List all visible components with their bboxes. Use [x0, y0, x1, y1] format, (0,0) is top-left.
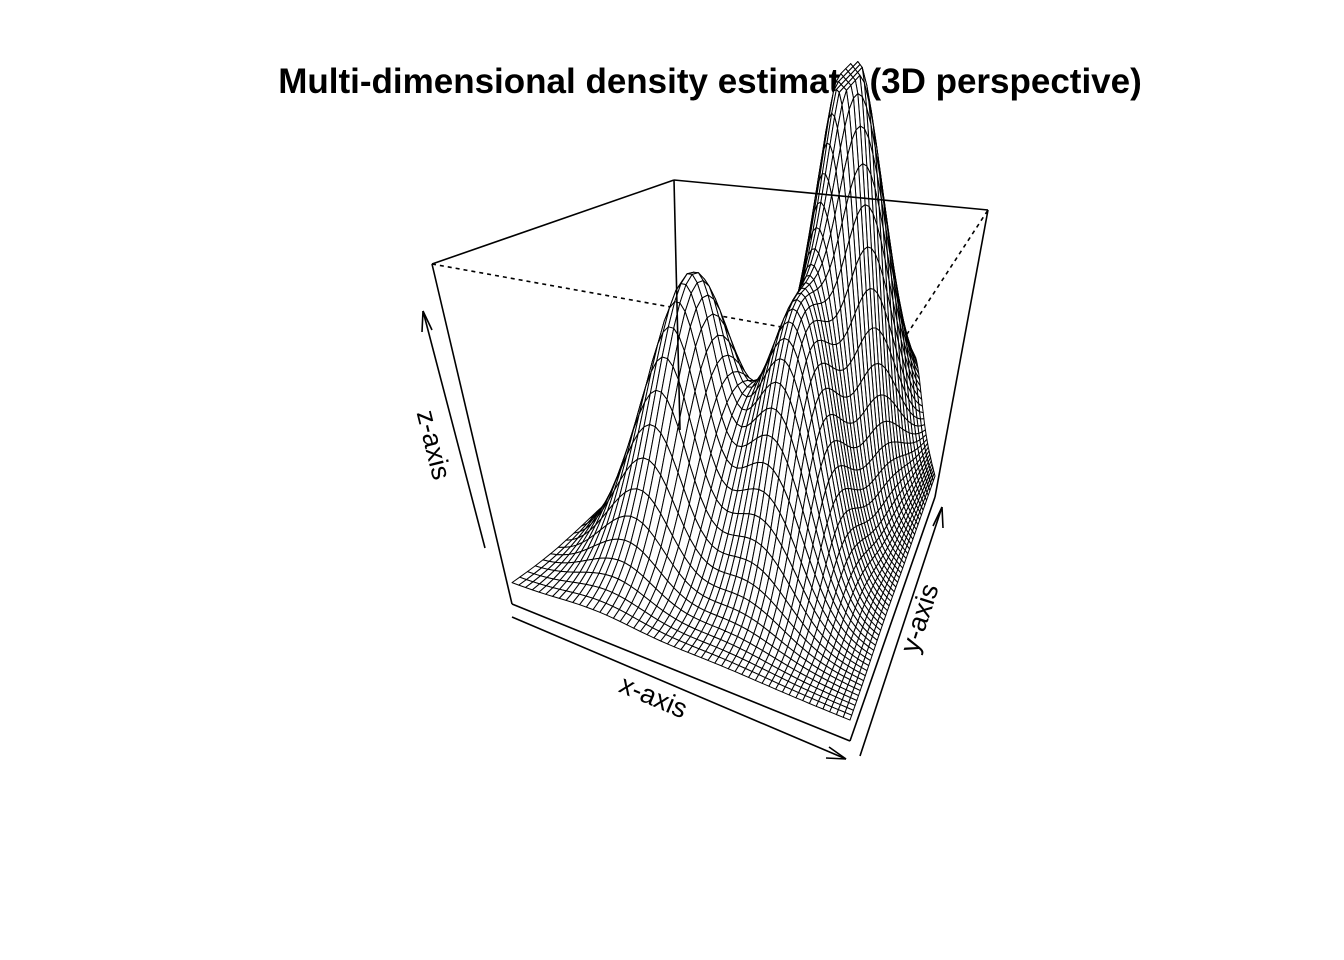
y-axis-arrow — [859, 506, 943, 757]
x-axis-arrowhead — [825, 746, 847, 760]
box-edge-bottom-right — [849, 496, 936, 742]
box-front-edges — [431, 179, 989, 742]
x-axis-arrow — [511, 616, 847, 760]
z-axis-arrow — [422, 310, 486, 549]
box-edge-top-left — [431, 179, 675, 265]
axis-arrows — [421, 310, 944, 760]
box-edge-top-right — [673, 179, 989, 211]
chart-title: Multi-dimensional density estimate (3D p… — [278, 62, 1142, 101]
surface-facet — [842, 711, 853, 721]
box-edge-back-dashed-diag — [897, 209, 989, 349]
surface-mesh — [511, 61, 936, 721]
box-edge-bottom-front — [511, 603, 851, 742]
y-axis-arrowhead — [932, 506, 944, 529]
box-edge-vertical-back — [673, 179, 681, 431]
z-axis-label: z-axis — [411, 407, 457, 483]
box-edge-right-vertical — [934, 209, 989, 498]
box-edge-left-vertical — [431, 263, 513, 605]
z-axis-arrowhead — [421, 310, 433, 333]
